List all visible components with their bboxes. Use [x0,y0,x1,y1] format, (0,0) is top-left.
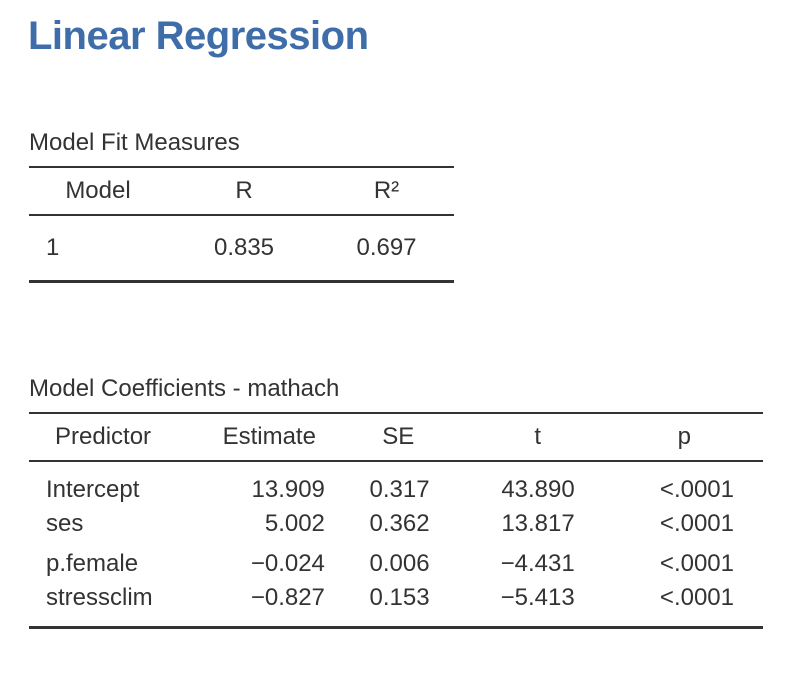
cell-p: <.0001 [659,476,734,503]
cell-estimate: −0.024 [250,550,325,577]
cell-p: <.0001 [605,584,763,629]
column-header-r-squared: R² [309,166,454,216]
table-header-row: Model R R² [29,166,454,216]
cell-se: 0.362 [369,510,430,537]
cell-se: 0.317 [369,476,430,503]
cell-t: −4.431 [500,550,575,577]
cell-predictor: stressclim [29,584,212,629]
table-header-row: Predictor Estimate SE t p [29,412,763,462]
cell-t: 43.890 [501,476,575,503]
model-fit-caption: Model Fit Measures [29,129,240,156]
table-row: stressclim −0.827 0.153 −5.413 <.0001 [29,584,763,629]
cell-t: −5.413 [469,584,606,629]
column-header-estimate: Estimate [211,412,327,462]
cell-predictor: ses [46,510,84,537]
table-row: 1 0.835 0.697 [29,215,454,283]
cell-se: 0.006 [369,550,430,577]
cell-predictor: Intercept [46,476,140,503]
column-header-model: Model [29,166,169,216]
cell-se: 0.153 [326,584,470,629]
column-header-t: t [469,412,606,462]
cell-predictor: p.female [46,550,139,577]
cell-p: <.0001 [659,510,734,537]
column-header-r: R [169,166,309,216]
cell-p: <.0001 [659,550,734,577]
table-row: ses 5.002 0.362 13.817 <.0001 [29,504,763,544]
column-header-predictor: Predictor [29,412,212,462]
page-title: Linear Regression [28,14,369,58]
cell-estimate: 13.909 [251,476,325,503]
coefficients-table: Predictor Estimate SE t p Intercept 13.9… [29,412,763,629]
column-header-se: SE [326,412,470,462]
cell-model: 1 [29,215,169,283]
cell-r-squared: 0.697 [309,215,454,283]
column-header-p: p [605,412,763,462]
cell-estimate: 5.002 [264,510,325,537]
cell-t: 13.817 [501,510,575,537]
coefficients-caption: Model Coefficients - mathach [29,375,340,402]
cell-estimate: −0.827 [211,584,327,629]
table-row: p.female −0.024 0.006 −4.431 <.0001 [29,544,763,584]
cell-r: 0.835 [169,215,309,283]
model-fit-table: Model R R² 1 0.835 0.697 [29,166,454,283]
table-row: Intercept 13.909 0.317 43.890 <.0001 [29,461,763,504]
